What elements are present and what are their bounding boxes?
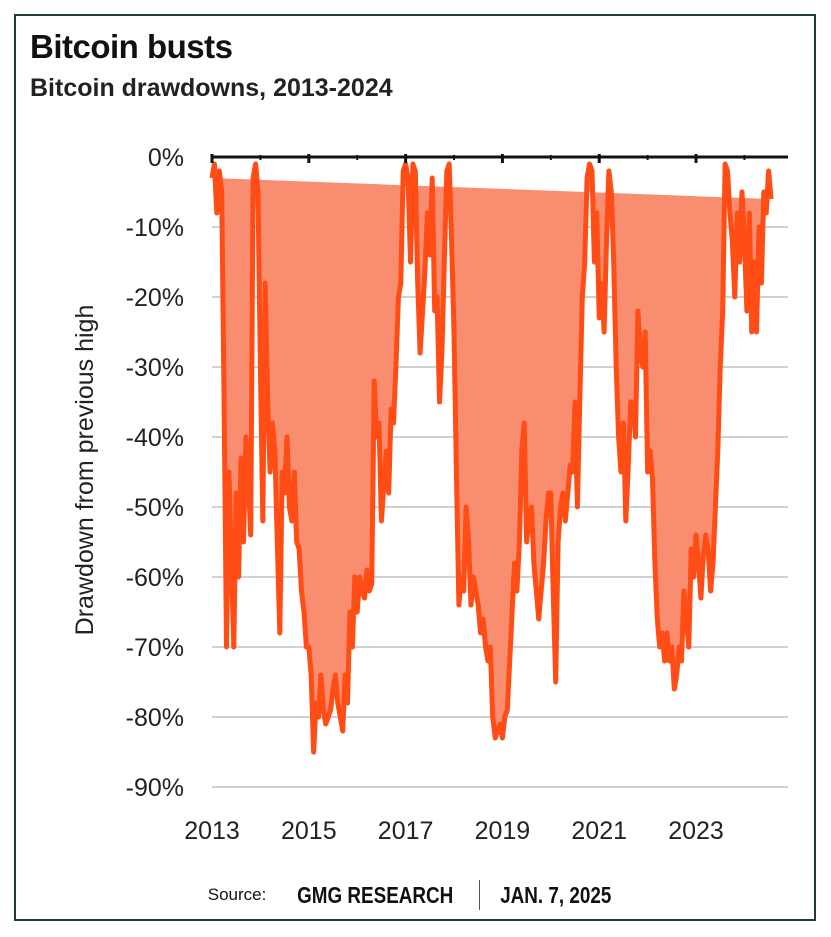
x-tick-label: 2017	[378, 817, 434, 845]
y-tick-label: -90%	[126, 774, 184, 802]
source-footer: Source: GMG RESEARCH JAN. 7, 2025	[0, 880, 831, 910]
chart-title: Bitcoin busts	[30, 28, 233, 65]
y-tick-label: -70%	[126, 634, 184, 662]
x-tick-label: 2023	[668, 817, 724, 845]
x-tick-label: 2013	[184, 817, 240, 845]
y-tick-labels: 0% -10% -20% -30% -40% -50% -60% -70% -80% -90%	[126, 144, 184, 802]
y-axis-label: Drawdown from previous high	[71, 305, 99, 636]
y-tick-label: -30%	[126, 354, 184, 382]
drawdown-chart: 0% -10% -20% -30% -40% -50% -60% -70% -80% -90% 2…	[71, 144, 788, 845]
y-tick-label: 0%	[148, 144, 184, 172]
x-tick-marks	[210, 154, 746, 163]
y-tick-label: -40%	[126, 424, 184, 452]
drawdown-line	[209, 161, 774, 755]
y-tick-label: -80%	[126, 704, 184, 732]
source-brand: GMG RESEARCH	[297, 881, 454, 908]
y-tick-label: -60%	[126, 564, 184, 592]
x-tick-label: 2019	[475, 817, 531, 845]
y-tick-label: -50%	[126, 494, 184, 522]
x-tick-labels: 2013 2015 2017 2019 2021 2023	[184, 817, 724, 845]
y-tick-label: -10%	[126, 214, 184, 242]
source-date: JAN. 7, 2025	[499, 881, 612, 908]
source-label: Source:	[207, 885, 267, 904]
x-tick-label: 2015	[281, 817, 337, 845]
y-tick-label: -20%	[126, 284, 184, 312]
chart-subtitle: Bitcoin drawdowns, 2013-2024	[30, 74, 393, 102]
footer-divider	[478, 880, 480, 910]
x-tick-label: 2021	[571, 817, 627, 845]
